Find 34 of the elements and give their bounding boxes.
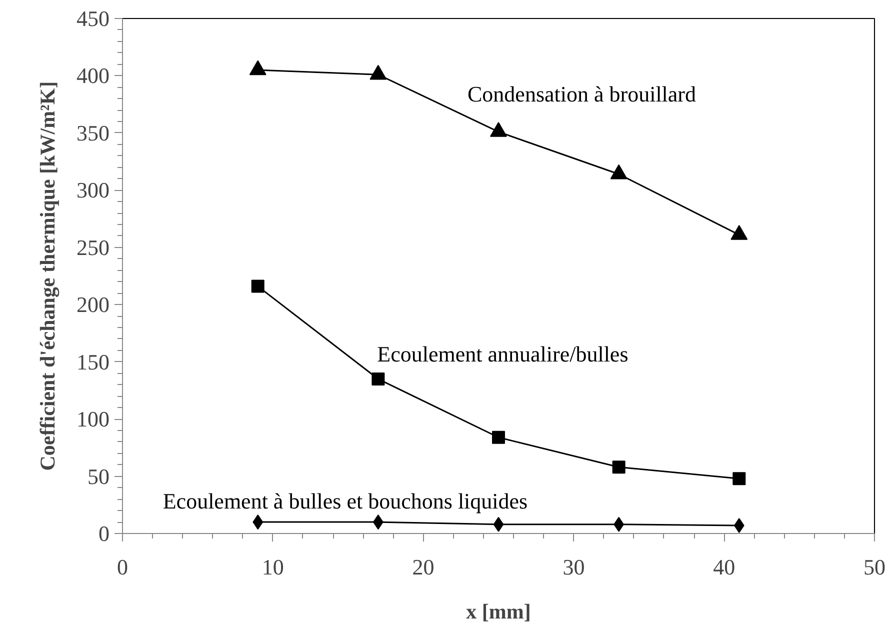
x-tick-label: 0 — [117, 554, 128, 580]
x-tick-label: 30 — [562, 554, 585, 580]
point — [251, 280, 264, 293]
x-tick-label: 20 — [412, 554, 434, 580]
series-label: Ecoulement à bulles et bouchons liquides — [162, 488, 528, 514]
point — [249, 60, 266, 76]
point — [252, 514, 264, 530]
y-axis-title: Coefficient d'échange thermique [kW/m²K] — [36, 81, 60, 471]
y-tick-label: 100 — [76, 406, 110, 432]
y-tick-label: 400 — [76, 63, 110, 88]
point — [372, 372, 385, 386]
y-tick-label: 200 — [76, 292, 110, 318]
point — [610, 164, 628, 180]
series-label: Condensation à brouillard — [468, 81, 696, 106]
y-tick-label: 350 — [76, 120, 110, 146]
point — [732, 472, 746, 486]
y-tick-label: 250 — [76, 234, 110, 260]
y-tick-label: 300 — [76, 178, 110, 203]
point — [370, 64, 387, 80]
x-tick-label: 10 — [262, 554, 284, 580]
x-axis-title: x [mm] — [466, 600, 531, 624]
y-tick-label: 450 — [76, 6, 110, 31]
y-tick-label: 0 — [98, 521, 110, 546]
x-tick-label: 40 — [713, 554, 736, 580]
point — [612, 460, 626, 474]
point — [492, 430, 505, 444]
point — [490, 122, 507, 137]
y-tick-label: 50 — [88, 464, 110, 489]
point — [493, 516, 504, 532]
point — [730, 225, 748, 240]
x-tick-label: 50 — [864, 554, 886, 580]
point — [734, 518, 744, 533]
y-tick-label: 150 — [76, 349, 110, 374]
series-label: Ecoulement annualire/bulles — [377, 342, 628, 366]
